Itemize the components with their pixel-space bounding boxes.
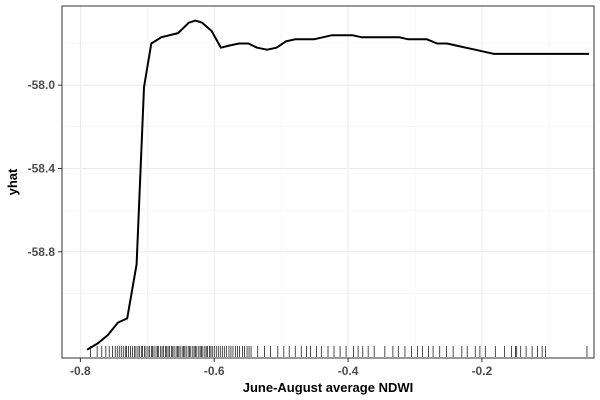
x-tick-label: -0.2 (472, 364, 493, 378)
series-line (86, 19, 589, 351)
y-tick-label: -58.8 (28, 245, 56, 259)
x-tick-label: -0.8 (70, 364, 91, 378)
y-axis-title: yhat (5, 168, 20, 195)
grid (62, 6, 594, 358)
x-tick-label: -0.6 (204, 364, 225, 378)
y-tick-label: -58.0 (28, 78, 56, 92)
axis-ticks (58, 84, 483, 362)
tick-labels: -0.8 -0.6 -0.4 -0.2 -58.0 -58.4 -58.8 (28, 78, 493, 378)
x-tick-label: -0.4 (338, 364, 359, 378)
y-tick-label: -58.4 (28, 161, 56, 175)
x-axis-title: June-August average NDWI (243, 380, 413, 395)
rug (90, 346, 588, 357)
panel-border (61, 5, 595, 359)
line-series (86, 19, 589, 351)
